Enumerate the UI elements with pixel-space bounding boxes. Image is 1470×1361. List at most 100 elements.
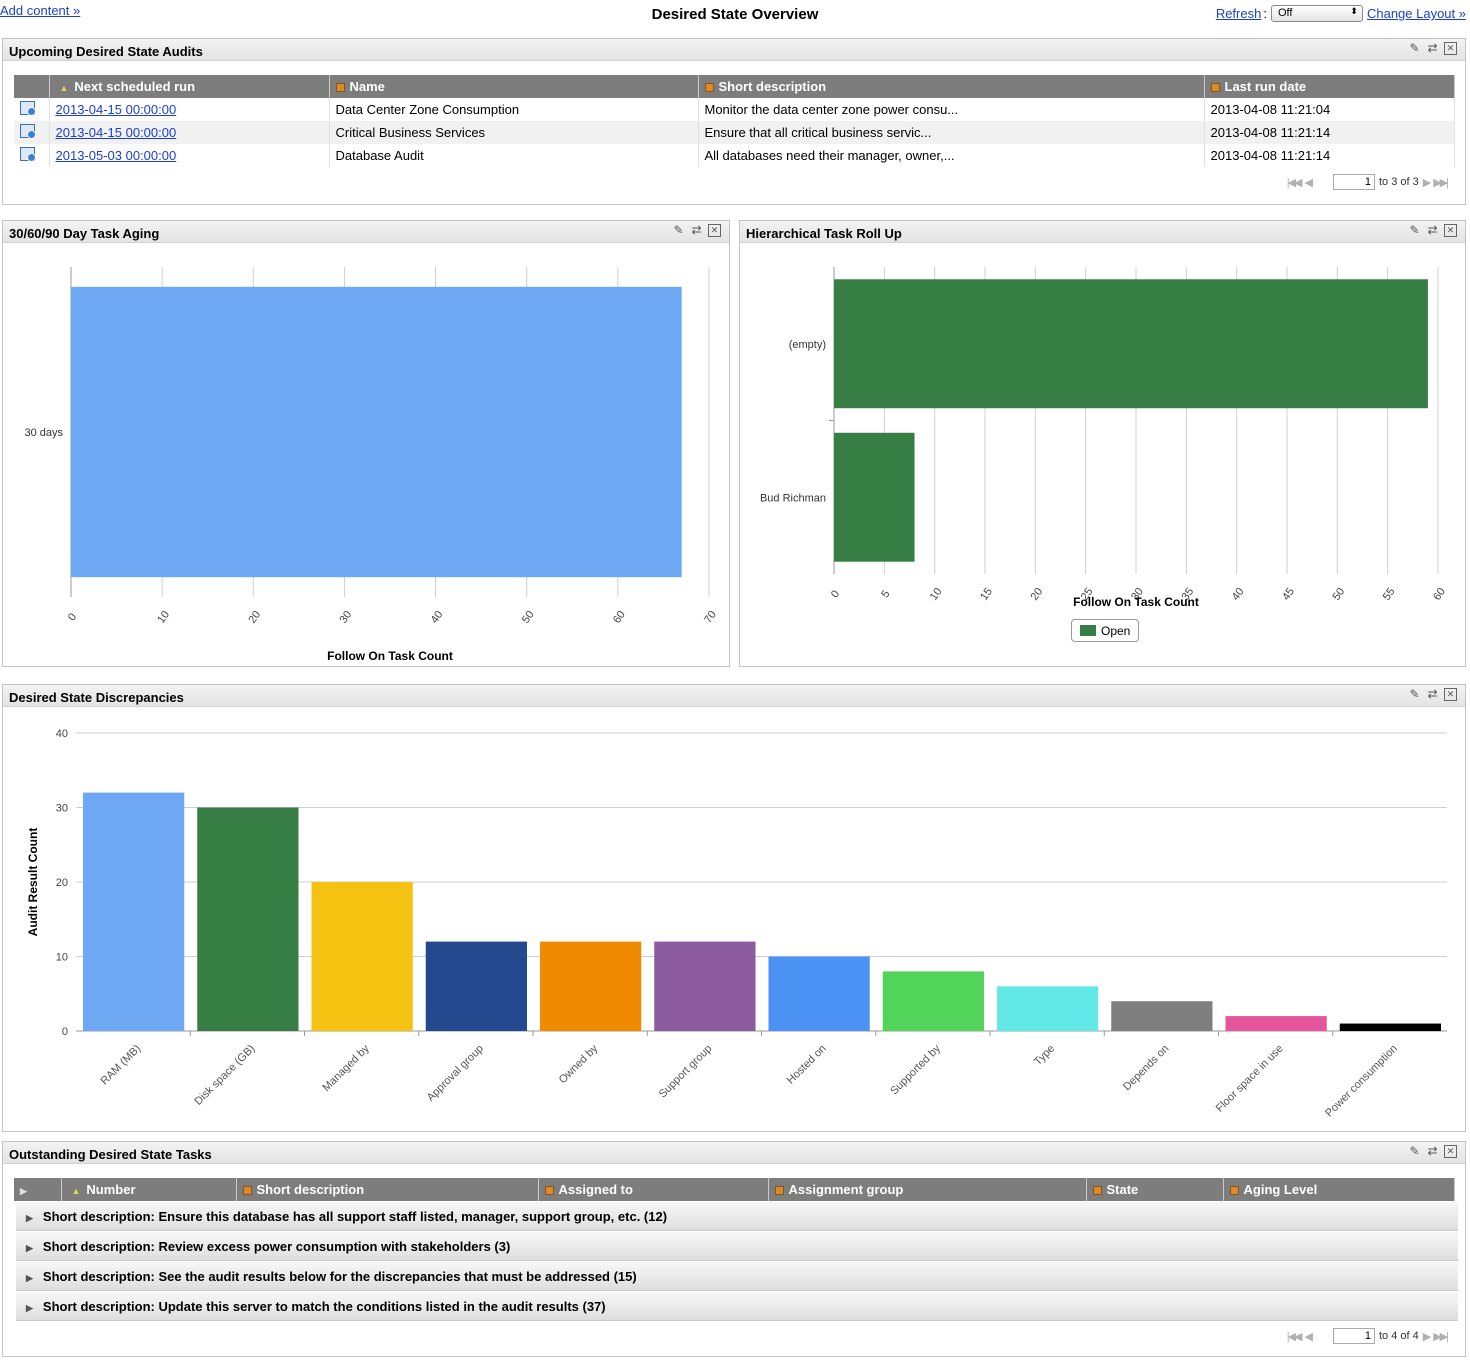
close-icon[interactable]: ✕	[1444, 224, 1457, 237]
x-tick-label: 60	[1431, 586, 1448, 603]
group-row[interactable]: ▶ Short description: See the audit result…	[16, 1262, 1458, 1291]
close-icon[interactable]: ✕	[1444, 42, 1457, 55]
column-header-last-run[interactable]: Last run date	[1204, 75, 1455, 98]
next-run-link[interactable]: 2013-05-03 00:00:00	[55, 148, 177, 163]
audit-name: Database Audit	[329, 144, 699, 167]
x-tick-label: 45	[1280, 586, 1297, 603]
refresh-link[interactable]: Refresh	[1215, 6, 1262, 21]
column-header-assigned-to[interactable]: Assigned to	[538, 1178, 769, 1201]
y-tick-label: 40	[56, 728, 68, 740]
group-row[interactable]: ▶ Short description: Update this server t…	[16, 1292, 1458, 1321]
refresh-controls: Refresh: Off ⬍ Change Layout »	[1215, 5, 1466, 22]
task-aging-chart: 0 10 20 30 40 50 60 70 30 days Follow On Task Cou…	[24, 267, 719, 663]
column-header-aging-level[interactable]: Aging Level	[1223, 1178, 1455, 1201]
refresh-icon[interactable]: ⇄	[691, 223, 702, 237]
chart-legend[interactable]: Open	[1071, 619, 1140, 642]
last-page-icon[interactable]: ▶▶|	[1433, 176, 1449, 189]
prev-page-icon[interactable]: ◀	[1304, 176, 1314, 189]
first-page-icon[interactable]: |◀◀	[1286, 1330, 1303, 1343]
refresh-icon[interactable]: ⇄	[1427, 1144, 1438, 1158]
panel-title: Desired State Discrepancies	[9, 690, 184, 705]
x-tick-label: 70	[702, 609, 719, 626]
column-header-number[interactable]: ▲ Number	[61, 1178, 237, 1201]
next-run-link[interactable]: 2013-04-15 00:00:00	[55, 102, 177, 117]
column-header-short-description[interactable]: Short description	[236, 1178, 539, 1201]
panel-actions: ✎ ⇄ ✕	[672, 224, 721, 237]
refresh-select[interactable]: Off ⬍	[1270, 5, 1363, 22]
x-tick-label: 10	[155, 609, 172, 626]
expand-triangle-icon[interactable]: ▶	[26, 1273, 33, 1283]
x-category-label: Floor space in use	[1214, 1043, 1286, 1115]
audit-last-run: 2013-04-08 11:21:04	[1204, 98, 1455, 121]
expand-triangle-icon[interactable]: ▶	[26, 1243, 33, 1253]
add-content-link[interactable]: Add content »	[0, 3, 81, 18]
pencil-icon[interactable]: ✎	[1409, 223, 1420, 237]
x-axis-title: Follow On Task Count	[1073, 595, 1199, 609]
select-arrows-icon: ⬍	[1350, 6, 1358, 16]
x-category-label: Power consumption	[1323, 1043, 1400, 1120]
audit-row-icon[interactable]	[20, 101, 36, 116]
column-header-name[interactable]: Name	[329, 75, 699, 98]
expand-triangle-icon[interactable]: ▶	[26, 1303, 33, 1313]
x-tick-label: 35	[1179, 586, 1196, 603]
column-config-icon	[774, 1186, 784, 1195]
x-tick-label: 60	[611, 609, 628, 626]
pencil-icon[interactable]: ✎	[1409, 1144, 1420, 1158]
bar	[1225, 1016, 1327, 1031]
close-icon[interactable]: ✕	[708, 224, 721, 237]
x-category-label: Disk space (GB)	[192, 1043, 257, 1108]
bar	[425, 941, 527, 1031]
y-category-label: Bud Richman	[760, 492, 826, 504]
expand-triangle-icon[interactable]: ▶	[26, 1213, 33, 1223]
prev-page-icon[interactable]: ◀	[1304, 1330, 1314, 1343]
x-category-label: Type	[1032, 1043, 1057, 1068]
panel-header: 30/60/90 Day Task Aging ✎ ⇄ ✕	[3, 221, 729, 243]
next-page-icon[interactable]: ▶	[1422, 1330, 1432, 1343]
column-config-icon	[335, 83, 345, 92]
audit-row-icon[interactable]	[20, 124, 36, 139]
x-tick-label: 30	[1129, 586, 1146, 603]
next-page-icon[interactable]: ▶	[1422, 176, 1432, 189]
first-page-icon[interactable]: |◀◀	[1286, 176, 1303, 189]
column-config-header[interactable]: ▶	[14, 1178, 62, 1201]
last-page-icon[interactable]: ▶▶|	[1433, 1330, 1449, 1343]
pencil-icon[interactable]: ✎	[1409, 687, 1420, 701]
x-tick-label: 0	[829, 588, 842, 600]
audit-name: Data Center Zone Consumption	[329, 98, 699, 121]
x-tick-label: 40	[1230, 586, 1247, 603]
group-row[interactable]: ▶ Short description: Review excess power …	[16, 1232, 1458, 1261]
change-layout-link[interactable]: Change Layout »	[1366, 6, 1466, 21]
column-header-next-run[interactable]: ▲ Next scheduled run	[49, 75, 330, 98]
x-tick-label: 50	[520, 609, 537, 626]
page-number-input[interactable]	[1332, 1328, 1375, 1344]
panel-actions: ✎ ⇄ ✕	[1408, 1145, 1457, 1158]
discrepancies-panel: Desired State Discrepancies ✎ ⇄ ✕ 0 10 20 3…	[2, 684, 1466, 1132]
next-run-link[interactable]: 2013-04-15 00:00:00	[55, 125, 177, 140]
panel-actions: ✎ ⇄ ✕	[1408, 688, 1457, 701]
column-header-assignment-group[interactable]: Assignment group	[768, 1178, 1087, 1201]
close-icon[interactable]: ✕	[1444, 1145, 1457, 1158]
close-icon[interactable]: ✕	[1444, 688, 1457, 701]
group-row[interactable]: ▶ Short description: Ensure this database…	[16, 1202, 1458, 1231]
refresh-icon[interactable]: ⇄	[1427, 41, 1438, 55]
pencil-icon[interactable]: ✎	[1409, 41, 1420, 55]
discrepancies-chart: 0 10 20 30 40 RAM (MB) Disk space (GB) Managed …	[26, 728, 1447, 1120]
refresh-icon[interactable]: ⇄	[1427, 687, 1438, 701]
page-number-input[interactable]	[1332, 174, 1375, 190]
column-config-icon	[1092, 1186, 1102, 1195]
panel-actions: ✎ ⇄ ✕	[1408, 224, 1457, 237]
panel-title: Upcoming Desired State Audits	[9, 44, 203, 59]
table-row: 2013-05-03 00:00:00 Database Audit All d…	[14, 144, 1455, 167]
pencil-icon[interactable]: ✎	[673, 223, 684, 237]
refresh-icon[interactable]: ⇄	[1427, 223, 1438, 237]
column-config-header[interactable]	[14, 75, 50, 98]
column-header-state[interactable]: State	[1086, 1178, 1224, 1201]
audit-row-icon[interactable]	[20, 147, 36, 162]
x-category-label: RAM (MB)	[98, 1043, 143, 1088]
refresh-select-value: Off	[1277, 7, 1293, 19]
sort-ascending-icon: ▲	[59, 83, 69, 93]
y-axis-title: Audit Result Count	[26, 828, 40, 937]
x-tick-label: 10	[928, 586, 945, 603]
x-category-label: Approval group	[425, 1043, 486, 1104]
column-header-short-description[interactable]: Short description	[698, 75, 1205, 98]
